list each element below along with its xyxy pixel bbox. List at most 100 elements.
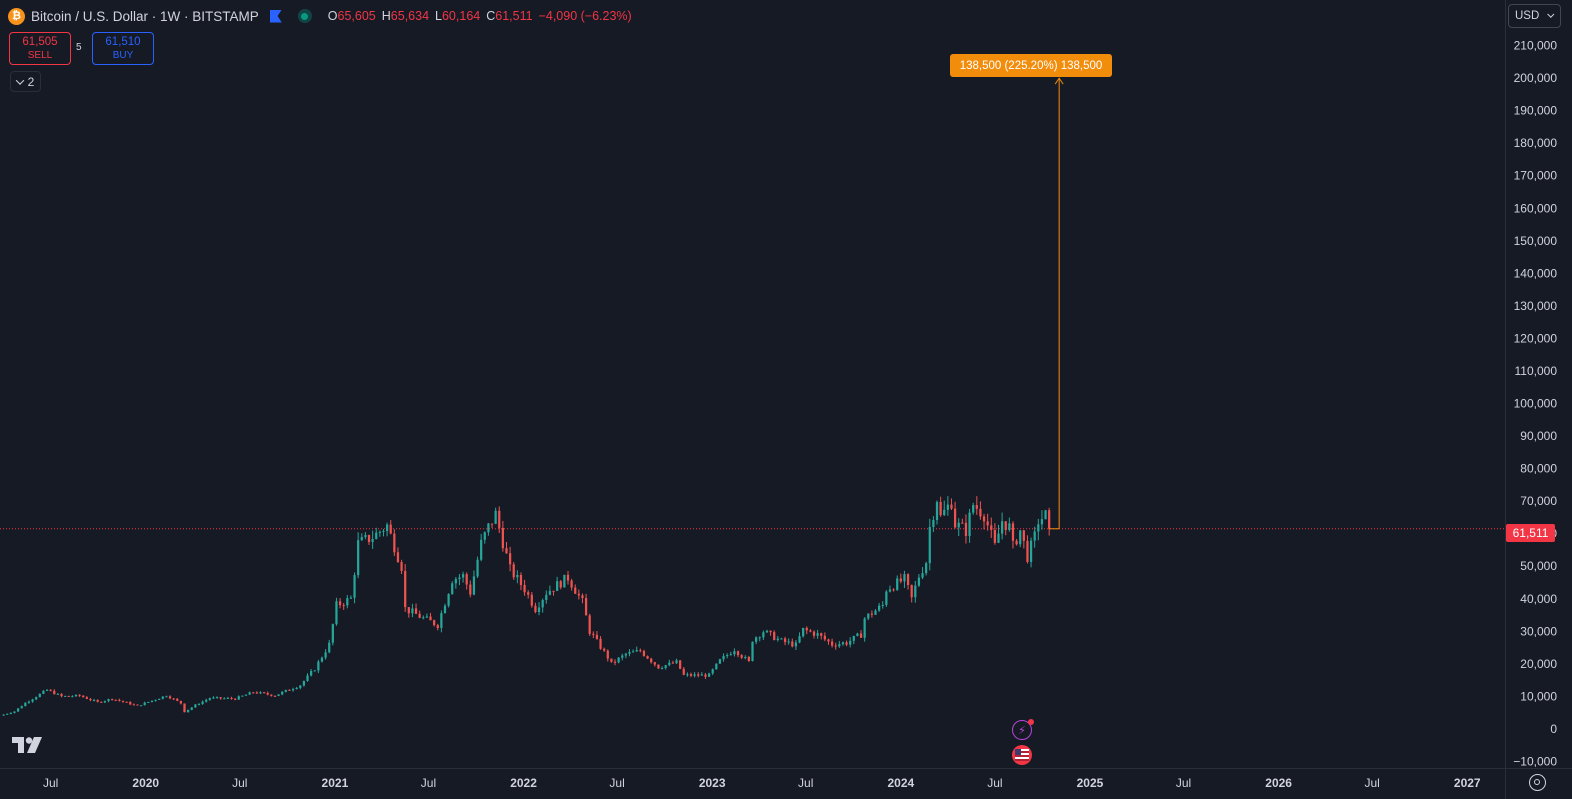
candle-body: [722, 656, 725, 660]
candle-body: [964, 522, 968, 536]
price-axis-label: 30,000: [1520, 624, 1557, 638]
candle-body: [726, 655, 729, 657]
candle-body: [487, 523, 490, 533]
time-axis-label: 2021: [322, 776, 349, 790]
candle-body: [841, 642, 845, 645]
candle-body: [82, 695, 85, 698]
price-axis-label: 80,000: [1520, 462, 1557, 476]
candle-body: [45, 689, 49, 691]
candle-body: [1004, 521, 1007, 531]
candle-body: [447, 594, 450, 606]
candle-body: [129, 702, 132, 705]
time-axis-label: Jul: [798, 776, 813, 790]
candle-body: [519, 575, 523, 586]
candle-body: [943, 509, 946, 516]
candle-body: [838, 644, 841, 647]
candle-body: [31, 699, 34, 702]
candle-body: [183, 703, 186, 713]
price-axis-label: 180,000: [1514, 136, 1558, 150]
candle-body: [404, 570, 407, 608]
candle-body: [277, 694, 280, 697]
candle-body: [570, 580, 573, 588]
candle-body: [400, 562, 403, 571]
ohlc-values: O65,605 H65,634 L60,164 C61,511 −4,090 (…: [328, 9, 632, 23]
market-status-icon[interactable]: [297, 9, 312, 23]
candle-body: [179, 700, 183, 704]
candle-body: [859, 633, 863, 638]
price-axis-label: 90,000: [1520, 429, 1557, 443]
candle-body: [1011, 523, 1015, 541]
candle-body: [154, 699, 157, 701]
events-bolt-icon[interactable]: ⚡: [1012, 719, 1034, 740]
high-label: H: [381, 9, 391, 23]
candle-body: [650, 658, 653, 663]
candle-body: [219, 697, 222, 699]
candle-body: [1008, 523, 1011, 531]
candle-body: [783, 638, 787, 643]
candle-body: [559, 581, 562, 588]
candle-body: [845, 642, 848, 645]
candle-body: [433, 620, 436, 626]
time-axis-label: 2024: [887, 776, 914, 790]
candle-body: [545, 594, 548, 601]
candle-body: [107, 699, 110, 702]
candle-body: [288, 689, 291, 691]
change-value: −4,090 (−6.23%): [538, 9, 632, 23]
candle-body: [284, 689, 287, 692]
candle-body: [20, 706, 23, 709]
candle-body: [986, 521, 989, 526]
candle-body: [498, 510, 501, 529]
candle-body: [758, 637, 761, 639]
candle-body: [324, 652, 327, 658]
candle-body: [443, 605, 447, 614]
price-axis-label: −10,000: [1513, 754, 1557, 768]
candle-body: [765, 630, 769, 633]
symbol-title[interactable]: Bitcoin / U.S. Dollar · 1W · BITSTAMP: [31, 8, 259, 24]
sell-label: SELL: [27, 49, 53, 61]
candle-body: [548, 590, 552, 595]
candle-body: [429, 616, 432, 621]
candle-body: [317, 661, 320, 671]
candle-body: [313, 670, 316, 672]
chart-settings-icon[interactable]: [1529, 774, 1546, 791]
candle-body: [816, 633, 819, 636]
candle-body: [1019, 530, 1022, 545]
time-axis-label: 2020: [132, 776, 159, 790]
candle-body: [451, 583, 454, 595]
candle-body: [212, 697, 215, 699]
candle-body: [534, 605, 537, 612]
high-value: 65,634: [390, 9, 430, 23]
candle-body: [2, 714, 5, 716]
currency-select[interactable]: USD: [1508, 4, 1561, 28]
sell-button[interactable]: 61,505 SELL: [9, 32, 71, 65]
candle-body: [827, 639, 830, 642]
candle-body: [60, 693, 63, 697]
candle-body: [791, 641, 794, 647]
candle-body: [863, 618, 866, 638]
candle-body: [436, 625, 439, 629]
buy-button[interactable]: 61,510 BUY: [92, 32, 154, 65]
candle-body: [1026, 540, 1029, 562]
candle-body: [414, 608, 418, 614]
candle-body: [393, 533, 396, 553]
candle-body: [523, 585, 526, 593]
flag-icon[interactable]: [270, 10, 282, 23]
price-axis-label: 110,000: [1515, 364, 1558, 378]
candle-body: [686, 674, 689, 676]
economic-event-us-flag-icon[interactable]: [1012, 745, 1032, 765]
candle-body: [255, 692, 258, 694]
candle-body: [754, 637, 758, 642]
price-target-label[interactable]: 138,500 (225.20%) 138,500: [950, 54, 1112, 77]
indicators-toggle-button[interactable]: 2: [10, 71, 41, 92]
candle-body: [458, 577, 461, 580]
time-axis-label: Jul: [987, 776, 1002, 790]
candle-body: [92, 700, 96, 702]
time-axis-label: Jul: [1365, 776, 1380, 790]
candle-body: [675, 660, 678, 664]
candle-body: [35, 697, 38, 700]
candle-body: [78, 694, 81, 696]
candle-body: [693, 674, 696, 676]
tradingview-logo-icon[interactable]: [12, 737, 44, 755]
candle-body: [262, 692, 266, 694]
